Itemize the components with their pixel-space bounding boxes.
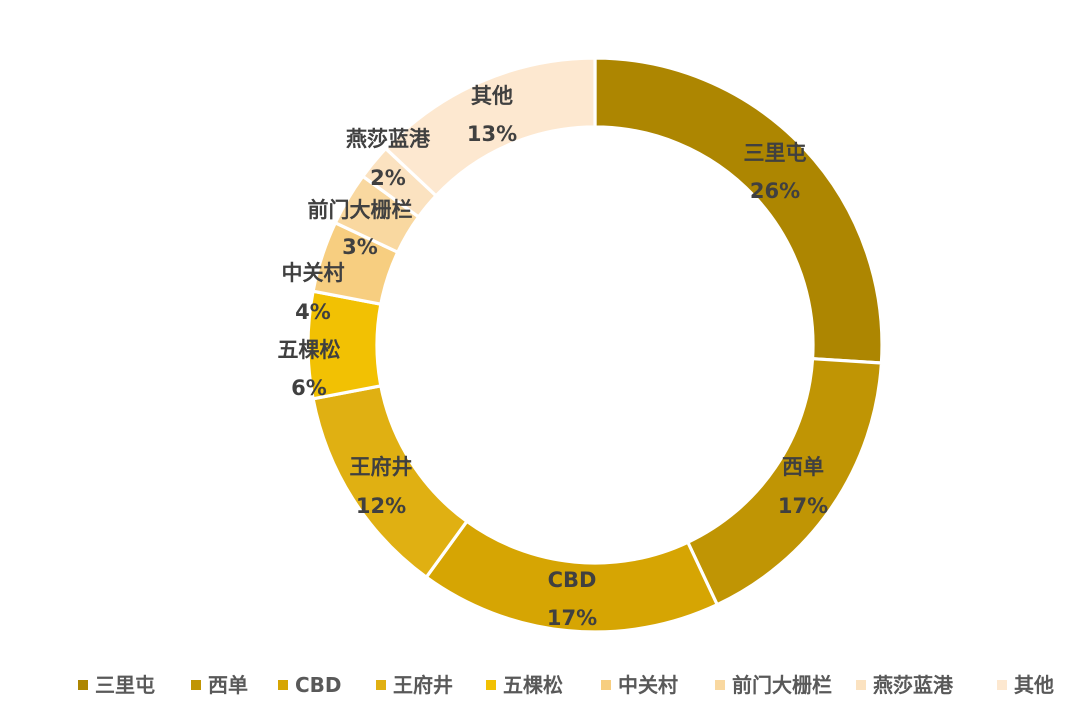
legend-swatch — [601, 680, 611, 690]
donut-slice-1 — [593, 56, 884, 365]
legend-label: 五棵松 — [503, 673, 563, 697]
slice-label-name: 其他 — [471, 84, 513, 108]
donut-slice-4 — [311, 383, 470, 580]
slice-label-percent: 6% — [291, 376, 327, 400]
slice-label-percent: 17% — [547, 606, 597, 630]
slice-label-name: 五棵松 — [278, 338, 341, 362]
legend-label: CBD — [295, 673, 342, 697]
slice-label-percent: 17% — [778, 494, 828, 518]
legend-label: 其他 — [1014, 673, 1054, 697]
donut-slice-9 — [383, 56, 597, 199]
slice-label-name: 燕莎蓝港 — [346, 127, 431, 151]
legend-label: 中关村 — [618, 673, 678, 697]
legend-swatch — [486, 680, 496, 690]
donut-slice-2 — [685, 356, 884, 607]
legend-label: 王府井 — [393, 673, 453, 697]
legend-swatch — [278, 680, 288, 690]
legend-swatch — [997, 680, 1007, 690]
slice-label-name: 中关村 — [282, 261, 345, 285]
slice-label-name: 三里屯 — [744, 141, 807, 165]
legend-label: 三里屯 — [95, 673, 155, 697]
slice-label-percent: 26% — [750, 179, 800, 203]
legend-label: 前门大栅栏 — [732, 673, 832, 697]
slice-label-name: 西单 — [782, 455, 824, 479]
slice-label-percent: 2% — [370, 166, 406, 190]
slice-label-percent: 13% — [467, 122, 517, 146]
slice-label-name: 前门大栅栏 — [308, 198, 413, 222]
legend-swatch — [78, 680, 88, 690]
legend-swatch — [715, 680, 725, 690]
legend-swatch — [376, 680, 386, 690]
donut-slices — [306, 56, 884, 634]
slice-label-name: CBD — [548, 568, 597, 592]
legend-label: 燕莎蓝港 — [873, 673, 954, 697]
slice-labels: 三里屯 26% 西单 17% CBD 17% 王府井 12% 五棵松 6% 中关村 4% 前门大栅栏 3%… — [278, 84, 829, 630]
chart-legend: 三里屯 西单 CBD 王府井 五棵松 中关村 前门大栅栏 燕莎蓝港 其他 — [78, 673, 1054, 697]
slice-label-name: 王府井 — [350, 455, 413, 479]
legend-label: 西单 — [208, 673, 248, 697]
legend-swatch — [856, 680, 866, 690]
slice-label-percent: 4% — [295, 300, 331, 324]
slice-label-percent: 3% — [342, 235, 378, 259]
legend-swatch — [191, 680, 201, 690]
slice-label-percent: 12% — [356, 494, 406, 518]
